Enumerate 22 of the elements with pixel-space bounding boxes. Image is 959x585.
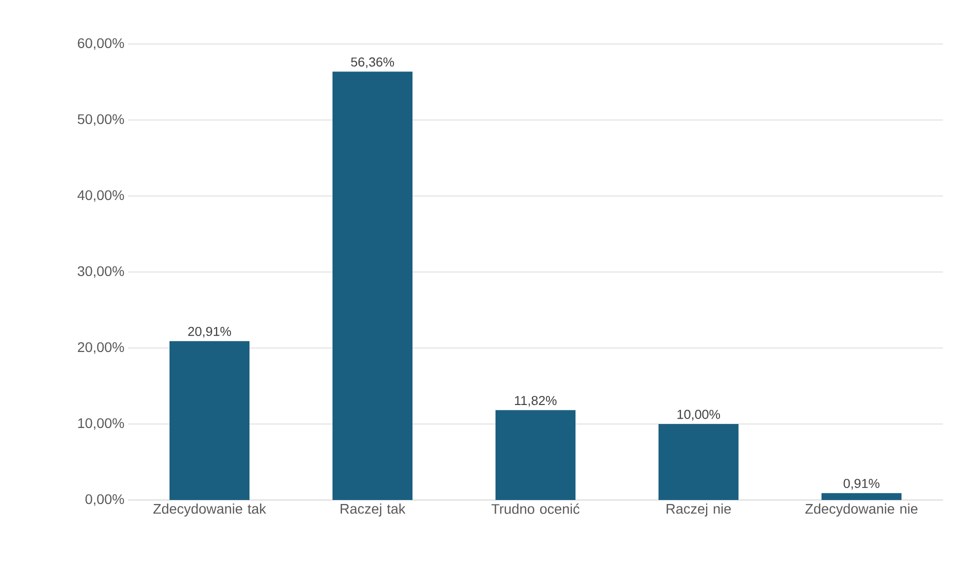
bar xyxy=(170,341,250,500)
y-tick-label: 50,00% xyxy=(78,114,124,126)
x-tick-label: Zdecydowanie tak xyxy=(153,504,266,517)
y-tick-label: 0,00% xyxy=(85,494,124,506)
data-label: 20,91% xyxy=(188,326,232,338)
y-tick-label: 40,00% xyxy=(77,190,124,202)
y-tick-label: 20,00% xyxy=(78,342,124,354)
y-tick-label: 10,00% xyxy=(78,418,124,430)
bar xyxy=(658,424,739,500)
x-tick-label: Zdecydowanie nie xyxy=(805,504,918,517)
data-label: 0,91% xyxy=(844,478,880,490)
x-tick-label: Trudno ocenić xyxy=(491,504,580,514)
y-tick-label: 30,00% xyxy=(78,266,124,278)
bar xyxy=(822,493,902,500)
y-tick-label: 60,00% xyxy=(78,38,124,50)
data-label: 11,82% xyxy=(515,396,557,407)
bar xyxy=(496,410,576,500)
x-tick-label: Raczej nie xyxy=(666,504,731,517)
data-label: 10,00% xyxy=(678,410,720,420)
data-label: 56,36% xyxy=(351,57,394,68)
bar xyxy=(332,72,413,500)
x-tick-label: Raczej tak xyxy=(340,504,406,517)
